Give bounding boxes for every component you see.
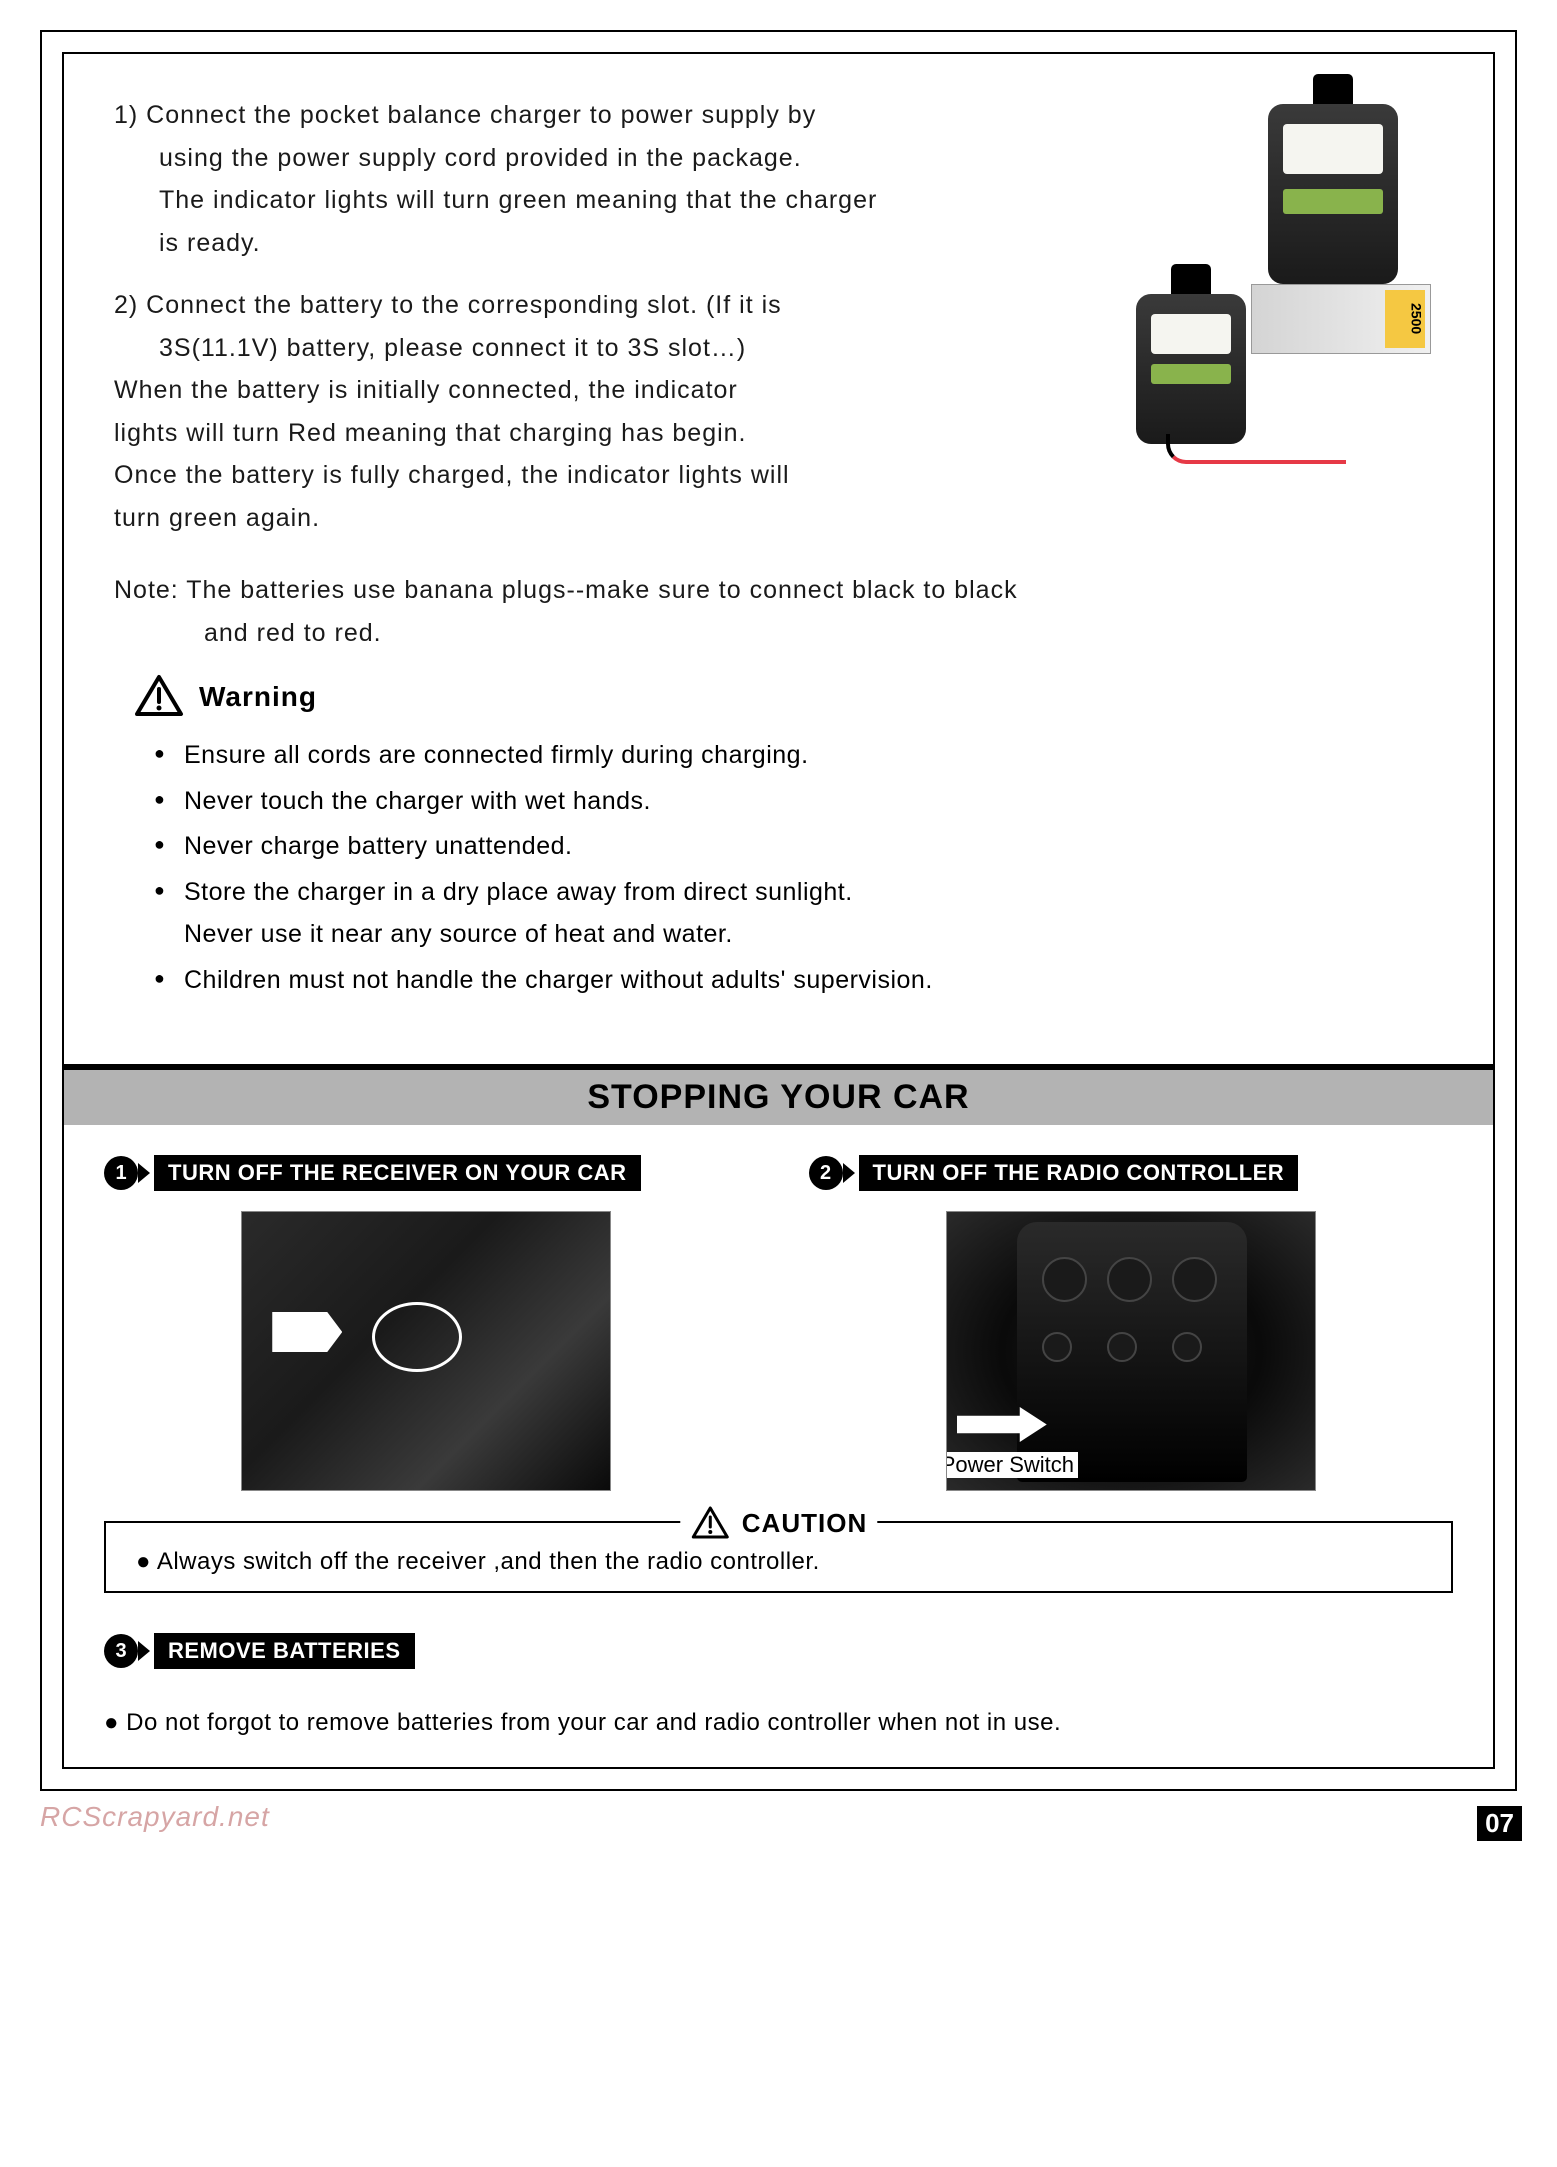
step1-line3: The indicator lights will turn green mea… xyxy=(114,179,1203,222)
step2-line4: lights will turn Red meaning that chargi… xyxy=(114,412,1103,455)
warning-title: Warning xyxy=(199,681,317,713)
warning-item-1: Never touch the charger with wet hands. xyxy=(154,780,1443,823)
step-number-2: 2 xyxy=(809,1156,843,1190)
controller-knob-icon xyxy=(1042,1257,1087,1302)
step2-row: 2) Connect the battery to the correspond… xyxy=(114,284,1443,539)
step2-label: TURN OFF THE RADIO CONTROLLER xyxy=(859,1155,1299,1191)
charger-standalone-image xyxy=(1223,94,1443,284)
step2-line6: turn green again. xyxy=(114,497,1103,540)
step1-text: 1) Connect the pocket balance charger to… xyxy=(114,94,1203,284)
step2-line3: When the battery is initially connected,… xyxy=(114,369,1103,412)
stopping-header: STOPPING YOUR CAR xyxy=(64,1070,1493,1125)
step2-text: 2) Connect the battery to the correspond… xyxy=(114,284,1103,539)
stop-step2-header: 2 TURN OFF THE RADIO CONTROLLER xyxy=(809,1155,1454,1191)
receiver-image-box xyxy=(104,1211,749,1491)
caution-box: CAUTION ● Always switch off the receiver… xyxy=(104,1521,1453,1593)
warning-item-2: Never charge battery unattended. xyxy=(154,825,1443,868)
controller-photo: Power Switch xyxy=(946,1211,1316,1491)
caution-triangle-icon xyxy=(690,1505,730,1541)
page-outer-border: 1) Connect the pocket balance charger to… xyxy=(40,30,1517,1791)
final-bullet-row: ● Do not forgot to remove batteries from… xyxy=(64,1699,1493,1767)
battery-mah-label: 2500 xyxy=(1385,290,1425,348)
footer-row: RCScrapyard.net 07 xyxy=(40,1801,1517,1833)
battery-wire-icon xyxy=(1166,434,1346,464)
watermark: RCScrapyard.net xyxy=(40,1801,330,1832)
step1-row: 1) Connect the pocket balance charger to… xyxy=(114,94,1443,284)
step1-label: TURN OFF THE RECEIVER ON YOUR CAR xyxy=(154,1155,641,1191)
step2-line1: 2) Connect the battery to the correspond… xyxy=(114,284,1103,327)
controller-button-icon xyxy=(1172,1332,1202,1362)
step1-line1: 1) Connect the pocket balance charger to… xyxy=(114,94,1203,137)
stop-step1-col: 1 TURN OFF THE RECEIVER ON YOUR CAR xyxy=(104,1155,749,1491)
step1-line4: is ready. xyxy=(114,222,1203,265)
note-line2: and red to red. xyxy=(114,612,1443,655)
step-number-1: 1 xyxy=(104,1156,138,1190)
stop-step2-col: 2 TURN OFF THE RADIO CONTROLLER xyxy=(809,1155,1454,1491)
caution-title: CAUTION xyxy=(742,1508,867,1539)
step-number-3: 3 xyxy=(104,1634,138,1668)
page-inner-border: 1) Connect the pocket balance charger to… xyxy=(62,52,1495,1769)
warning-item-0: Ensure all cords are connected firmly du… xyxy=(154,734,1443,777)
step2-line2: 3S(11.1V) battery, please connect it to … xyxy=(114,327,1103,370)
warning-triangle-icon xyxy=(134,674,184,719)
step1-line2: using the power supply cord provided in … xyxy=(114,137,1203,180)
charger-device-icon xyxy=(1268,104,1398,284)
stop-step1-header: 1 TURN OFF THE RECEIVER ON YOUR CAR xyxy=(104,1155,749,1191)
controller-image-box: Power Switch xyxy=(809,1211,1454,1491)
final-text: ● Do not forgot to remove batteries from… xyxy=(104,1709,1453,1737)
power-switch-label: Power Switch xyxy=(946,1452,1078,1478)
controller-button-icon xyxy=(1107,1332,1137,1362)
receiver-photo xyxy=(241,1211,611,1491)
stop-step3-header: 3 REMOVE BATTERIES xyxy=(104,1633,1453,1669)
note-line1: Note: The batteries use banana plugs--ma… xyxy=(114,569,1443,612)
receiver-highlight-circle-icon xyxy=(372,1302,462,1372)
warning-list: Ensure all cords are connected firmly du… xyxy=(114,734,1443,1001)
stopping-steps-row: 1 TURN OFF THE RECEIVER ON YOUR CAR 2 TU… xyxy=(64,1125,1493,1511)
warning-item-4: Children must not handle the charger wit… xyxy=(154,959,1443,1002)
warning-header: Warning xyxy=(134,674,1443,719)
controller-button-icon xyxy=(1042,1332,1072,1362)
warning-item-3: Store the charger in a dry place away fr… xyxy=(154,871,1443,956)
caution-text-content: Always switch off the receiver ,and then… xyxy=(157,1548,820,1575)
stop-step3-row: 3 REMOVE BATTERIES xyxy=(64,1623,1493,1699)
charger-with-battery-image: 2500 xyxy=(1123,284,1443,539)
caution-text: ● Always switch off the receiver ,and th… xyxy=(136,1548,1421,1576)
step3-label: REMOVE BATTERIES xyxy=(154,1633,415,1669)
charger-device-small-icon xyxy=(1136,294,1246,444)
caution-header: CAUTION xyxy=(680,1505,877,1541)
controller-knob-icon xyxy=(1172,1257,1217,1302)
final-text-content: Do not forgot to remove batteries from y… xyxy=(126,1709,1061,1736)
battery-pack-icon: 2500 xyxy=(1251,284,1431,354)
step2-line5: Once the battery is fully charged, the i… xyxy=(114,454,1103,497)
page-number: 07 xyxy=(1477,1806,1522,1841)
controller-knob-icon xyxy=(1107,1257,1152,1302)
charging-section: 1) Connect the pocket balance charger to… xyxy=(64,54,1493,1034)
